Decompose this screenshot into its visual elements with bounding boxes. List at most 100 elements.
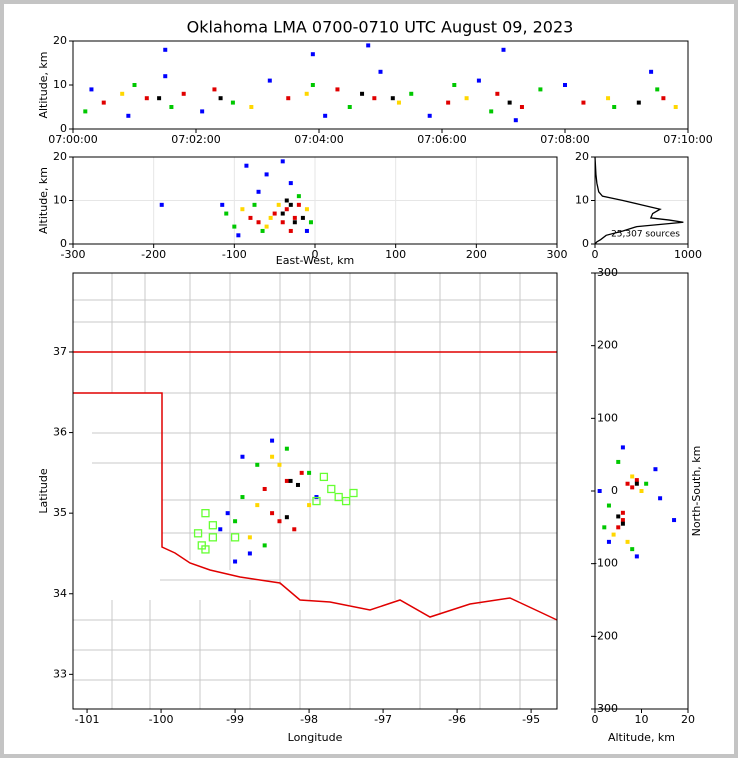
source-point xyxy=(304,228,309,233)
y-tick-label: 20 xyxy=(575,150,589,163)
source-point xyxy=(240,207,245,212)
y-tick-label: 35 xyxy=(53,506,67,519)
x-tick-label: 200 xyxy=(466,248,487,261)
source-point xyxy=(247,551,252,556)
source-point xyxy=(620,445,625,450)
station xyxy=(327,484,336,494)
y-tick-label: -200 xyxy=(593,629,618,642)
source-point xyxy=(476,78,481,83)
source-point xyxy=(262,486,267,491)
plot-frame xyxy=(72,272,558,710)
source-point xyxy=(644,481,649,486)
source-point xyxy=(256,220,261,225)
source-point xyxy=(300,215,305,220)
source-point xyxy=(366,43,371,48)
source-point xyxy=(581,100,586,105)
source-point xyxy=(277,519,282,524)
source-point xyxy=(296,202,301,207)
x-tick-label: 0 xyxy=(592,248,599,261)
figure-background xyxy=(4,4,734,754)
source-point xyxy=(264,224,269,229)
y-axis-label: Latitude xyxy=(37,468,50,514)
station xyxy=(208,533,218,542)
source-point xyxy=(612,105,617,109)
source-point xyxy=(288,228,293,233)
x-tick-label: 20 xyxy=(681,713,695,726)
source-point xyxy=(616,459,621,464)
station xyxy=(341,496,351,506)
source-point xyxy=(396,100,401,105)
plot-frame xyxy=(72,156,558,245)
source-point xyxy=(335,87,340,92)
source-point xyxy=(240,454,245,459)
source-point xyxy=(427,113,432,118)
source-point xyxy=(284,515,289,520)
source-point xyxy=(256,189,261,194)
source-point xyxy=(304,207,309,212)
x-tick-label: -100 xyxy=(149,713,174,726)
source-point xyxy=(280,211,285,216)
station xyxy=(349,488,358,498)
station xyxy=(208,521,218,530)
source-point xyxy=(262,543,267,548)
source-point xyxy=(446,100,451,105)
x-tick-label: -101 xyxy=(75,713,100,726)
x-tick-label: 07:06:00 xyxy=(417,133,466,146)
x-tick-label: 0 xyxy=(592,713,599,726)
source-point xyxy=(268,215,273,220)
x-tick-label: 07:00:00 xyxy=(48,133,97,146)
source-point xyxy=(247,535,252,540)
source-point xyxy=(299,470,304,475)
source-point xyxy=(240,495,245,500)
source-point xyxy=(267,78,272,83)
source-point xyxy=(634,478,639,483)
source-point xyxy=(169,105,174,109)
station xyxy=(230,533,240,542)
station xyxy=(201,509,210,518)
y-tick-label: 0 xyxy=(611,484,618,497)
source-point xyxy=(639,489,644,493)
source-point xyxy=(270,454,275,459)
x-tick-label: 0 xyxy=(312,248,319,261)
source-point xyxy=(296,194,301,199)
source-point xyxy=(634,481,639,486)
plot-frame xyxy=(594,272,689,710)
y-axis-label: Altitude, km xyxy=(37,51,50,118)
x-tick-label: 07:10:00 xyxy=(663,133,712,146)
source-point xyxy=(347,105,352,109)
source-point xyxy=(653,467,658,472)
x-tick-label: -99 xyxy=(226,713,244,726)
source-point xyxy=(360,91,365,96)
y-tick-label: 0 xyxy=(60,237,67,250)
source-point xyxy=(620,521,625,526)
x-tick-label: 07:04:00 xyxy=(294,133,343,146)
x-tick-label: 10 xyxy=(635,713,649,726)
source-point xyxy=(616,525,621,530)
histogram-line xyxy=(594,156,684,245)
y-tick-label: 34 xyxy=(53,587,67,600)
source-point xyxy=(264,172,269,177)
source-point xyxy=(163,47,168,52)
y-tick-label: 20 xyxy=(53,34,67,47)
y-tick-label: 20 xyxy=(53,150,67,163)
x-tick-label: -97 xyxy=(374,713,392,726)
x-tick-label: -200 xyxy=(141,248,166,261)
source-point xyxy=(606,96,611,101)
source-point xyxy=(83,109,88,114)
source-point xyxy=(611,532,616,537)
source-point xyxy=(89,87,94,92)
station xyxy=(193,529,203,538)
y-tick-label: 100 xyxy=(597,411,618,424)
source-point xyxy=(307,503,312,508)
source-point xyxy=(673,105,678,109)
y-tick-label: 0 xyxy=(60,122,67,135)
station xyxy=(319,472,329,482)
source-point xyxy=(501,47,506,52)
source-point xyxy=(280,220,285,225)
source-point xyxy=(602,525,607,530)
y-tick-label: -100 xyxy=(593,557,618,570)
y-axis-label: Altitude, km xyxy=(37,167,50,234)
y-tick-label: 36 xyxy=(53,426,67,439)
